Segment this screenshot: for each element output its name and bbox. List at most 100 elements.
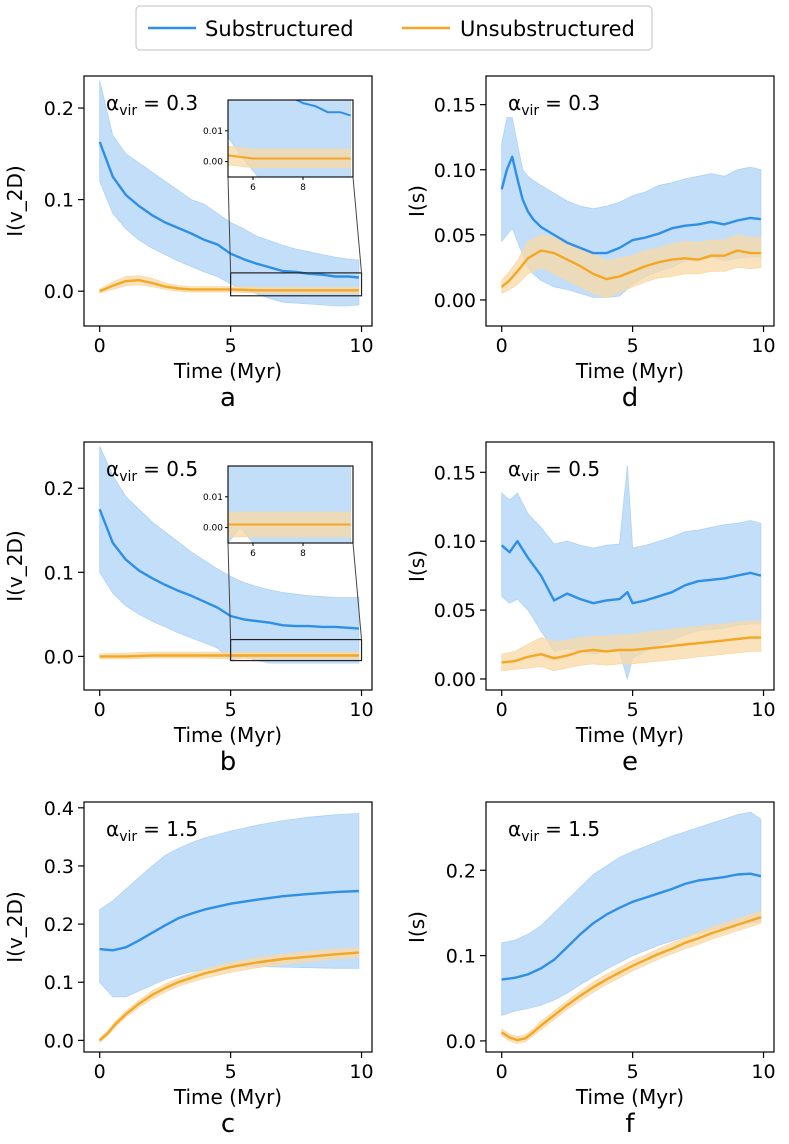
- x-tick-label: 10: [751, 335, 775, 357]
- plot-area: [98, 80, 360, 307]
- alpha-annotation: αvir = 0.5: [508, 457, 600, 485]
- alpha-value: = 1.5: [143, 817, 198, 841]
- panel-e: 0 5 10 0.00 0.05 0.10 0.15 Time (Myr)e I(s) αvir =…: [405, 441, 776, 777]
- inset-y-tick-label: 0.01: [203, 493, 223, 503]
- plot-area: [501, 811, 762, 1044]
- alpha-subscript: vir: [521, 469, 539, 485]
- y-tick-label: 0.4: [44, 798, 74, 820]
- y-tick-label: 0.1: [44, 190, 74, 212]
- panel-letter: f: [625, 1109, 635, 1139]
- panel-letter: d: [622, 383, 639, 413]
- panel-letter: a: [220, 383, 236, 413]
- plot-area: [500, 117, 762, 298]
- y-tick-label: 0.2: [44, 98, 74, 120]
- inset-y-tick-label: 0.01: [203, 127, 223, 137]
- y-tick-label: 0.0: [44, 646, 74, 668]
- alpha-value: = 0.3: [545, 91, 600, 115]
- line-substructured: [500, 155, 762, 255]
- axes-frame: [83, 441, 373, 691]
- zoom-connector-left: [227, 542, 232, 640]
- axes-frame: [83, 801, 373, 1053]
- line-unsubstructured: [501, 916, 762, 1042]
- y-tick-label: 0.3: [44, 856, 74, 878]
- zoom-connector-right: [352, 542, 363, 640]
- axes-frame: [83, 75, 373, 327]
- plot-area: [98, 813, 360, 1043]
- plot-area: [98, 446, 360, 664]
- y-tick-label: 0.2: [446, 860, 476, 882]
- band-substructured: [501, 811, 762, 1016]
- inset-line-unsubstructured: [228, 523, 351, 526]
- x-axis-label: Time (Myr): [173, 1085, 282, 1109]
- alpha-subscript: vir: [521, 103, 539, 119]
- zoom-region-box: [230, 272, 363, 297]
- alpha-annotation: αvir = 1.5: [106, 817, 198, 845]
- x-tick-label: 5: [225, 1061, 237, 1083]
- line-unsubstructured: [500, 249, 761, 288]
- line-unsubstructured: [99, 279, 359, 293]
- zoom-connector-left: [227, 176, 232, 273]
- alpha-value: = 1.5: [545, 817, 600, 841]
- y-axis-label: I(v_2D): [3, 530, 27, 601]
- y-tick-label: 0.0: [446, 1031, 476, 1053]
- line-substructured: [500, 540, 762, 605]
- alpha-annotation: αvir = 1.5: [508, 817, 600, 845]
- panel-d: 0 5 10 0.00 0.05 0.10 0.15 Time (Myr)d I(s) αvir =…: [405, 75, 776, 413]
- inset-y-tick-label: 0.00: [203, 524, 223, 534]
- y-axis-label: I(v_2D): [3, 165, 27, 236]
- x-tick-label: 10: [751, 699, 775, 721]
- inset-plot: [228, 466, 351, 543]
- panel-letter: c: [221, 1109, 235, 1139]
- alpha-annotation: αvir = 0.3: [106, 91, 198, 119]
- panel-f: 0 5 10 0.0 0.1 0.2 Time (Myr)f I(s) αvir = 1.5: [405, 801, 776, 1139]
- alpha-subscript: vir: [119, 469, 137, 485]
- panel-b: 0 5 10 0.0 0.1 0.2 Time (Myr)b I(v_2D) αvir = 0.5…: [3, 441, 374, 777]
- x-tick-label: 5: [225, 699, 237, 721]
- inset-line-substructured: [294, 100, 351, 117]
- alpha-value: = 0.5: [143, 457, 198, 481]
- legend-label-unsubstructured: Unsubstructured: [460, 17, 635, 41]
- alpha-symbol: α: [508, 91, 521, 115]
- y-tick-label: 0.05: [434, 225, 476, 247]
- x-tick-label: 5: [627, 335, 639, 357]
- y-tick-label: 0.2: [44, 478, 74, 500]
- inset-axes: 6 8 0.00 0.01: [203, 465, 354, 559]
- y-axis-label: I(v_2D): [3, 891, 27, 962]
- inset-band-unsubstructured: [228, 145, 351, 169]
- legend-label-substructured: Substructured: [205, 17, 354, 41]
- panel-letter: e: [622, 747, 638, 777]
- x-tick-label: 10: [349, 699, 373, 721]
- band-substructured: [99, 446, 360, 664]
- legend: Substructured Unsubstructured: [135, 5, 653, 51]
- inset-x-tick-label: 6: [250, 549, 256, 559]
- inset-y-tick-label: 0.00: [203, 158, 223, 168]
- y-tick-label: 0.10: [434, 531, 476, 553]
- axes-frame: [485, 441, 775, 691]
- x-axis-label: Time (Myr): [575, 1085, 684, 1109]
- y-axis-label: I(s): [405, 185, 429, 217]
- panel-c: 0 5 10 0.0 0.1 0.2 0.3 0.4 Time (Myr)c I(v_2D) αvi…: [3, 798, 374, 1139]
- inset-line-unsubstructured: [228, 154, 351, 160]
- inset-frame: [227, 99, 354, 178]
- y-tick-label: 0.05: [434, 600, 476, 622]
- band-unsubstructured: [99, 275, 360, 294]
- y-tick-label: 0.10: [434, 160, 476, 182]
- alpha-symbol: α: [508, 457, 521, 481]
- y-tick-label: 0.15: [434, 462, 476, 484]
- alpha-value: = 0.5: [545, 457, 600, 481]
- alpha-subscript: vir: [521, 829, 539, 845]
- x-tick-label: 0: [94, 699, 106, 721]
- line-unsubstructured: [99, 654, 359, 658]
- inset-frame: [227, 465, 354, 544]
- x-tick-label: 0: [496, 335, 508, 357]
- band-unsubstructured: [501, 620, 762, 672]
- axes-frame: [485, 801, 775, 1053]
- alpha-symbol: α: [106, 457, 119, 481]
- y-tick-label: 0.1: [44, 562, 74, 584]
- line-unsubstructured: [98, 951, 359, 1042]
- line-substructured: [501, 872, 762, 981]
- x-tick-label: 5: [627, 699, 639, 721]
- alpha-symbol: α: [106, 91, 119, 115]
- alpha-symbol: α: [106, 817, 119, 841]
